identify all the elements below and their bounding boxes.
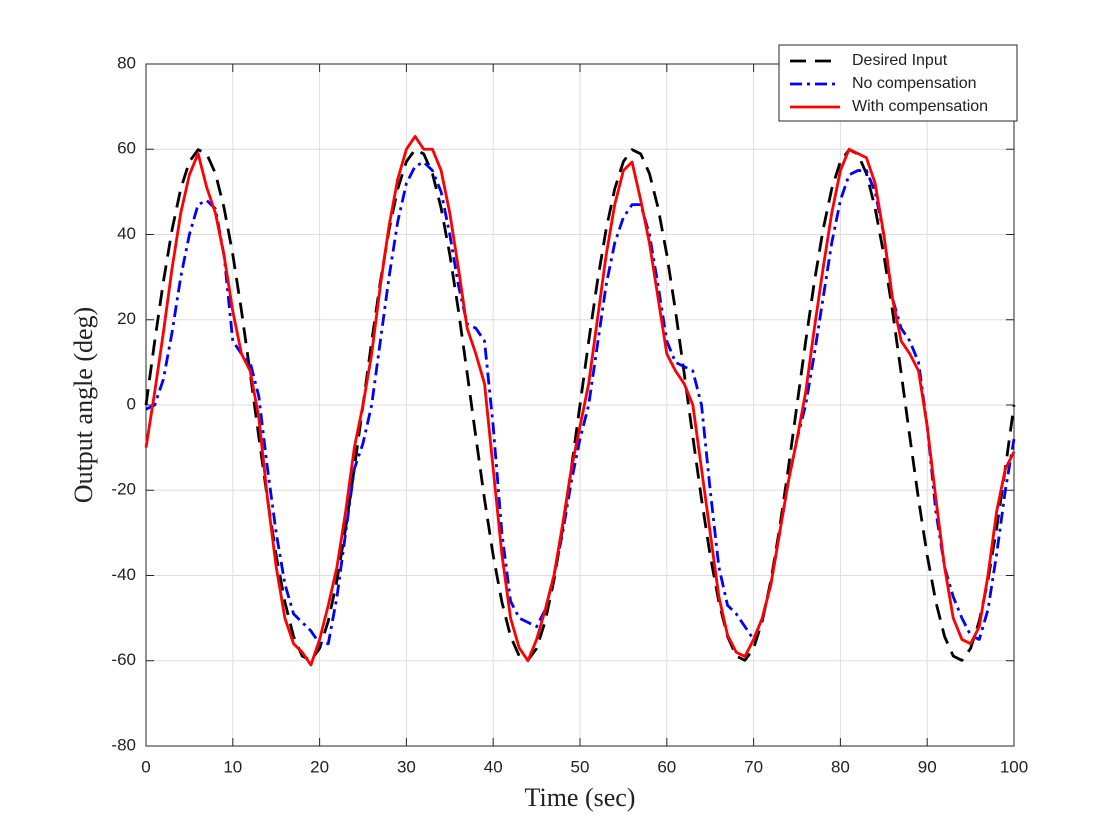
x-tick-label: 0 xyxy=(141,757,150,776)
x-tick-label: 50 xyxy=(571,757,590,776)
y-tick-label: 80 xyxy=(117,53,136,72)
x-axis-label: Time (sec) xyxy=(525,783,636,812)
y-tick-label: 40 xyxy=(117,224,136,243)
y-tick-label: -40 xyxy=(111,565,136,584)
series-line xyxy=(144,135,1016,667)
x-tick-label: 40 xyxy=(484,757,503,776)
x-tick-label: 70 xyxy=(744,757,763,776)
legend-label: With compensation xyxy=(852,98,988,115)
x-tick-label: 10 xyxy=(223,757,242,776)
x-tick-label: 30 xyxy=(397,757,416,776)
legend-label: No compensation xyxy=(852,75,977,92)
y-tick-label: 20 xyxy=(117,309,136,328)
y-tick-label: 60 xyxy=(117,139,136,158)
y-tick-label: -60 xyxy=(111,650,136,669)
series-line xyxy=(145,160,1016,646)
y-axis-label: Output angle (deg) xyxy=(69,307,98,503)
x-tick-label: 90 xyxy=(918,757,937,776)
series-line xyxy=(144,148,1016,662)
x-tick-label: 60 xyxy=(657,757,676,776)
x-tick-label: 100 xyxy=(1000,757,1028,776)
x-tick-label: 80 xyxy=(831,757,850,776)
x-tick-label: 20 xyxy=(310,757,329,776)
y-tick-label: -80 xyxy=(111,735,136,754)
y-tick-label: 0 xyxy=(127,394,136,413)
legend-label: Desired Input xyxy=(852,52,948,69)
y-tick-label: -20 xyxy=(111,480,136,499)
